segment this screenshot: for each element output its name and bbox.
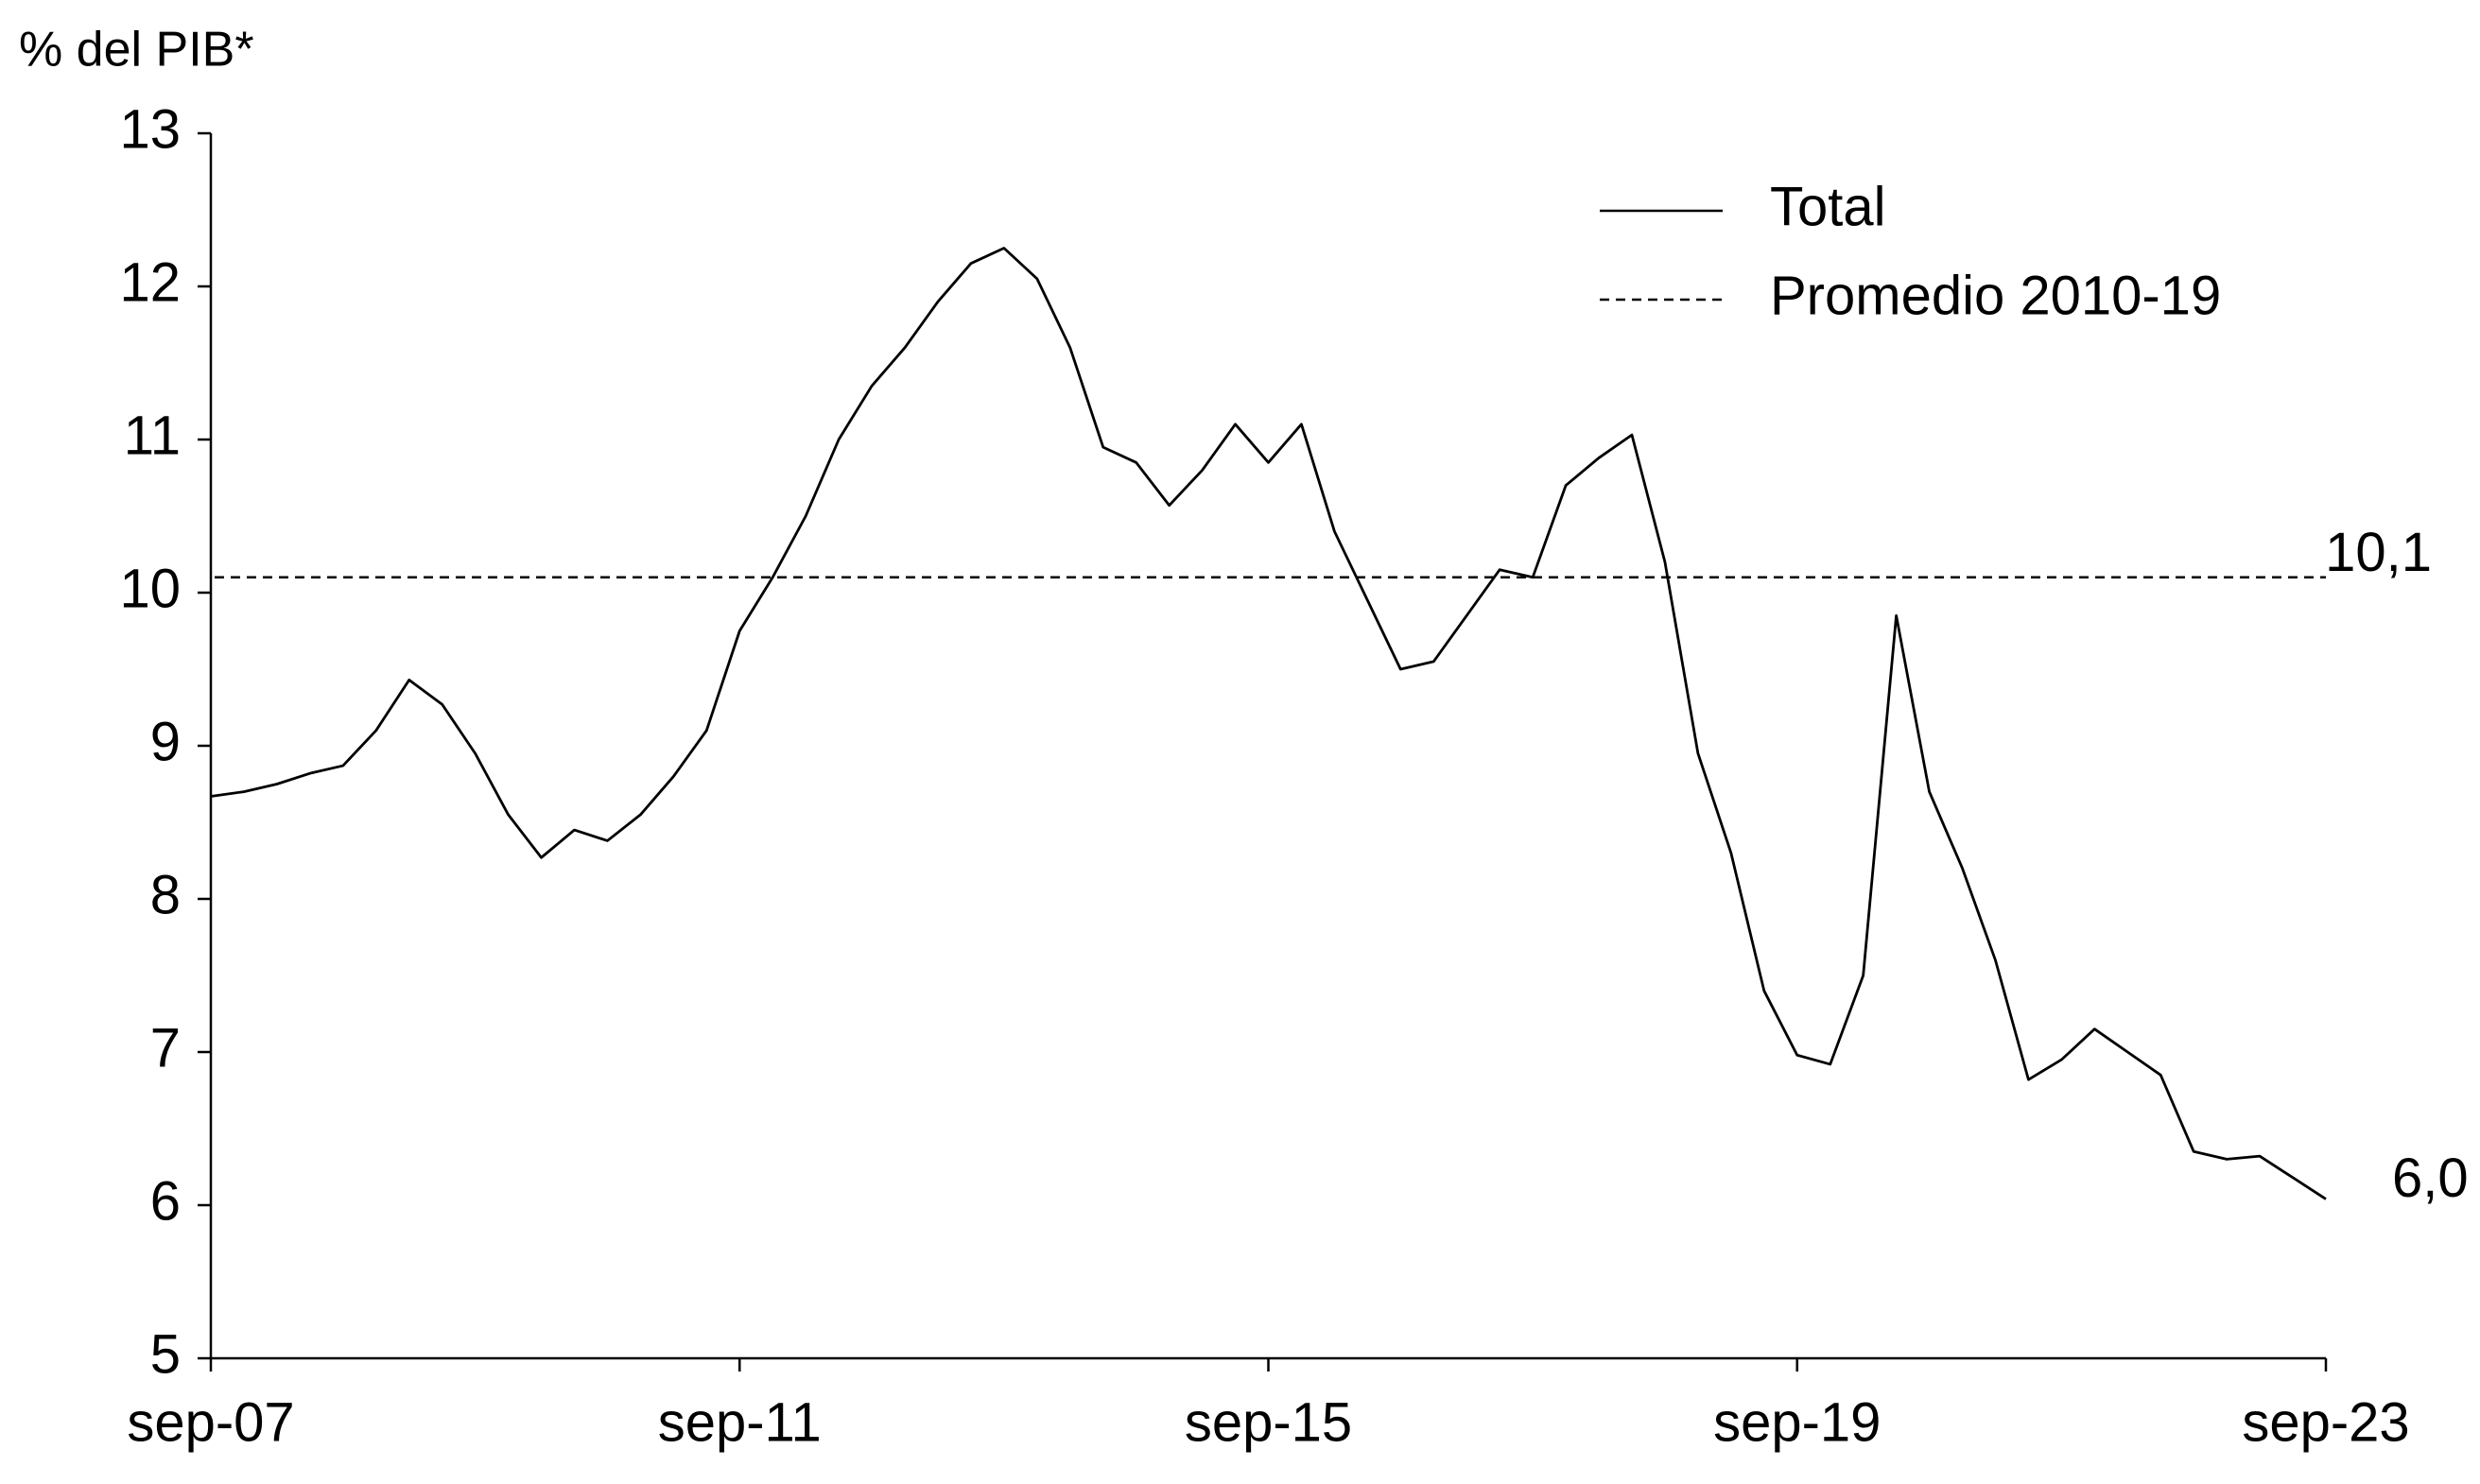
x-tick-label: sep-19	[1713, 1391, 1881, 1453]
y-tick-label: 11	[124, 405, 181, 466]
y-tick-label: 10	[119, 558, 181, 619]
x-tick-label: sep-07	[127, 1391, 294, 1453]
data-label: 6,0	[2392, 1148, 2469, 1209]
y-tick-label: 9	[150, 711, 181, 772]
legend-label: Total	[1770, 176, 1886, 237]
y-tick-label: 7	[150, 1017, 181, 1078]
legend-label: Promedio 2010-19	[1770, 265, 2221, 326]
y-tick-label: 5	[150, 1323, 181, 1385]
x-tick-label: sep-11	[658, 1391, 822, 1453]
y-tick-label: 6	[150, 1170, 181, 1232]
x-tick-label: sep-23	[2242, 1391, 2409, 1453]
y-tick-label: 13	[119, 98, 181, 160]
y-tick-label: 12	[119, 251, 181, 313]
average-label: 10,1	[2325, 522, 2432, 583]
line-series	[210, 247, 2327, 1200]
y-axis-label: % del PIB*	[19, 23, 254, 78]
x-tick-label: sep-15	[1185, 1391, 1352, 1453]
y-tick-label: 8	[150, 864, 181, 925]
